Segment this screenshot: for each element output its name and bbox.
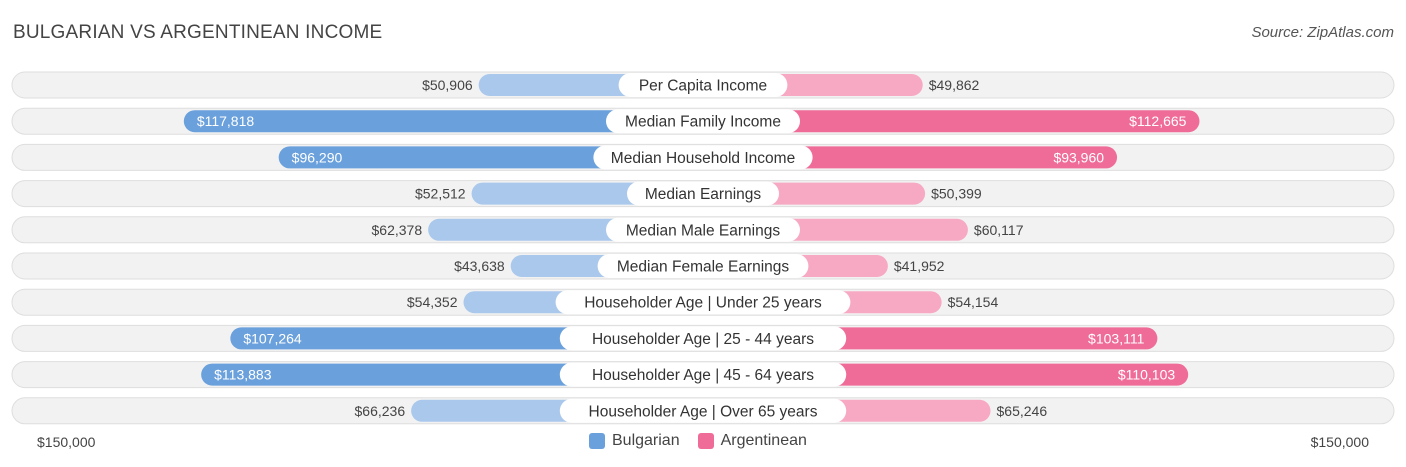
value-label-argentinean: $93,960 xyxy=(1053,149,1104,165)
value-label-bulgarian: $113,883 xyxy=(214,367,272,383)
value-label-bulgarian: $62,378 xyxy=(372,222,423,238)
value-label-bulgarian: $54,352 xyxy=(407,294,458,310)
category-label: Householder Age | Under 25 years xyxy=(584,295,822,312)
axis-right-label: $150,000 xyxy=(1310,434,1369,450)
category-label: Median Female Earnings xyxy=(617,259,790,276)
value-label-argentinean: $54,154 xyxy=(948,294,999,310)
axis-left-label: $150,000 xyxy=(37,434,96,450)
legend: Bulgarian Argentinean xyxy=(589,432,825,450)
value-label-bulgarian: $117,818 xyxy=(197,113,255,129)
value-label-argentinean: $112,665 xyxy=(1129,113,1187,129)
value-label-bulgarian: $107,264 xyxy=(243,330,302,346)
legend-item-argentinean[interactable]: Argentinean xyxy=(697,432,807,450)
category-pill xyxy=(627,181,779,206)
value-label-argentinean: $50,399 xyxy=(931,186,982,202)
value-label-bulgarian: $66,236 xyxy=(355,403,406,419)
value-label-argentinean: $110,103 xyxy=(1118,367,1176,383)
value-label-argentinean: $65,246 xyxy=(997,403,1048,419)
category-pill xyxy=(606,217,800,242)
category-pill xyxy=(618,73,788,97)
category-label: Per Capita Income xyxy=(639,78,767,95)
value-label-bulgarian: $96,290 xyxy=(292,149,343,165)
category-label: Median Household Income xyxy=(611,150,795,167)
legend-swatch-argentinean xyxy=(697,433,714,449)
category-pill xyxy=(593,145,813,170)
category-label: Householder Age | Over 65 years xyxy=(589,403,818,420)
value-label-argentinean: $60,117 xyxy=(974,222,1024,238)
legend-swatch-bulgarian xyxy=(589,433,605,449)
value-label-argentinean: $103,111 xyxy=(1088,330,1145,346)
value-label-argentinean: $49,862 xyxy=(929,77,980,93)
value-label-bulgarian: $52,512 xyxy=(415,186,466,202)
category-pill xyxy=(559,362,847,387)
category-pill xyxy=(559,398,847,423)
category-label: Median Earnings xyxy=(645,186,762,203)
value-label-bulgarian: $50,906 xyxy=(422,77,473,93)
category-label: Householder Age | 45 - 64 years xyxy=(592,367,814,384)
value-label-bulgarian: $43,638 xyxy=(454,258,505,274)
category-label: Median Family Income xyxy=(625,114,781,131)
bar-bulgarian[interactable] xyxy=(183,110,703,133)
value-label-argentinean: $41,952 xyxy=(894,258,945,274)
category-pill xyxy=(606,109,800,134)
chart-title: BULGARIAN VS ARGENTINEAN INCOME xyxy=(13,22,383,43)
category-label: Householder Age | 25 - 44 years xyxy=(592,331,814,348)
category-pill xyxy=(559,326,847,351)
category-pill xyxy=(597,254,809,278)
chart-source: Source: ZipAtlas.com xyxy=(1251,24,1394,41)
category-pill xyxy=(555,290,851,315)
legend-item-bulgarian[interactable]: Bulgarian xyxy=(589,432,680,450)
bar-argentinean[interactable] xyxy=(703,110,1200,133)
category-label: Median Male Earnings xyxy=(626,222,780,239)
legend-label-argentinean: Argentinean xyxy=(720,432,807,449)
legend-label-bulgarian: Bulgarian xyxy=(612,432,680,449)
